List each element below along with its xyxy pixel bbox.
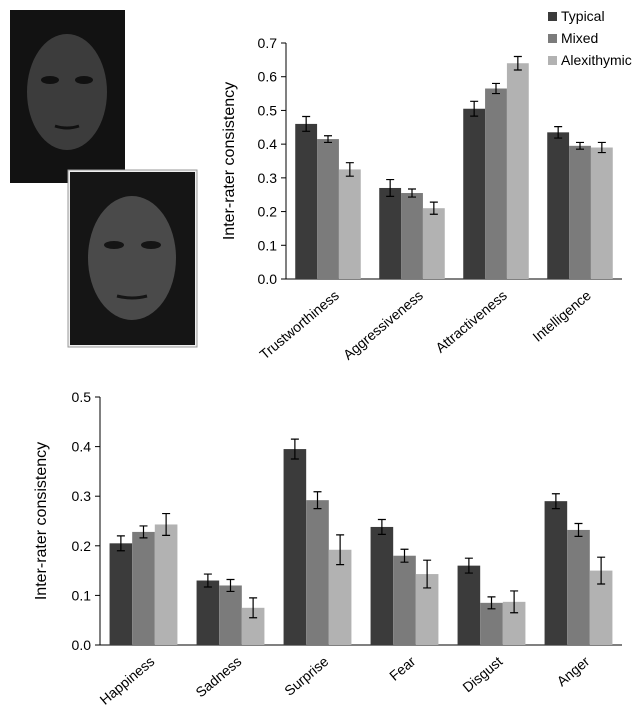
y-tick-label: 0.1 <box>72 587 92 603</box>
error-bar <box>510 590 519 614</box>
error-bar <box>386 178 395 197</box>
error-bar <box>302 115 311 132</box>
error-bar <box>470 100 479 117</box>
bar <box>379 187 402 279</box>
bar <box>547 132 570 279</box>
bar <box>295 123 318 280</box>
x-tick-label: Sadness <box>192 653 244 700</box>
x-tick-label: Anger <box>554 653 593 689</box>
error-bar <box>597 556 606 585</box>
y-axis-label: Inter-rater consistency <box>221 82 238 240</box>
x-tick-label: Intelligence <box>529 287 594 345</box>
error-bar <box>139 525 148 539</box>
legend-label: Mixed <box>561 30 598 46</box>
bar <box>415 574 439 645</box>
error-bar <box>203 573 212 588</box>
y-tick-label: 0.2 <box>258 204 278 220</box>
y-tick-label: 0.7 <box>258 35 278 51</box>
x-tick-label: Fear <box>386 653 419 684</box>
x-tick-label: Attractiveness <box>432 287 510 356</box>
y-tick-label: 0.3 <box>72 488 92 504</box>
bar <box>422 208 445 279</box>
error-bar <box>597 141 606 154</box>
bar <box>283 449 307 645</box>
bar <box>241 607 265 645</box>
y-tick-label: 0.5 <box>258 102 278 118</box>
error-bar <box>429 201 438 215</box>
error-bar <box>574 522 583 537</box>
bar <box>338 169 361 279</box>
error-bar <box>400 548 409 563</box>
error-bar <box>116 535 125 552</box>
bar <box>196 580 220 645</box>
bar <box>544 501 568 645</box>
bar <box>132 531 155 645</box>
bar <box>401 193 423 279</box>
error-bar <box>162 512 171 536</box>
y-tick-label: 0.1 <box>258 237 278 253</box>
x-tick-label: Surprise <box>281 653 331 699</box>
error-bar <box>336 534 345 566</box>
bar <box>590 147 613 279</box>
bar <box>463 108 486 279</box>
y-tick-label: 0.4 <box>72 439 92 455</box>
bar <box>393 555 416 645</box>
error-bar <box>513 55 522 71</box>
bar <box>154 524 178 645</box>
error-bar <box>408 188 416 198</box>
bar <box>306 500 329 645</box>
bar <box>457 565 481 645</box>
bar <box>109 543 133 645</box>
face-photo <box>67 169 198 348</box>
legend-swatch <box>548 34 557 43</box>
bar <box>317 139 339 279</box>
error-bar <box>324 135 332 144</box>
y-tick-label: 0.4 <box>258 136 278 152</box>
error-bar <box>576 141 584 150</box>
error-bar <box>492 82 500 95</box>
bar <box>370 526 394 645</box>
legend-label: Alexithymic <box>561 52 632 68</box>
x-tick-label: Trustworthiness <box>256 287 342 362</box>
y-tick-label: 0.0 <box>72 637 92 653</box>
error-bar <box>345 162 354 177</box>
bar <box>485 88 507 279</box>
face-photo <box>10 10 125 183</box>
y-axis-label: Inter-rater consistency <box>33 442 50 600</box>
x-tick-label: Aggressiveness <box>340 287 426 363</box>
bar <box>589 570 613 645</box>
y-tick-label: 0.3 <box>258 170 278 186</box>
y-tick-label: 0.2 <box>72 538 92 554</box>
x-tick-label: Happiness <box>96 653 157 708</box>
bar <box>567 529 590 645</box>
bar <box>328 549 352 645</box>
error-bar <box>377 518 386 535</box>
bar <box>219 585 242 645</box>
y-tick-label: 0.5 <box>72 389 92 405</box>
bar <box>480 602 503 645</box>
error-bar <box>554 126 563 139</box>
bar <box>569 145 591 279</box>
error-bar <box>313 491 322 510</box>
error-bar <box>290 438 299 460</box>
legend-swatch <box>548 56 557 65</box>
error-bar <box>551 493 560 510</box>
x-tick-label: Disgust <box>459 653 505 695</box>
y-tick-label: 0.6 <box>258 69 278 85</box>
error-bar <box>249 597 258 619</box>
legend-swatch <box>548 12 557 21</box>
legend-label: Typical <box>561 8 605 24</box>
error-bar <box>487 596 496 610</box>
error-bar <box>464 557 473 574</box>
error-bar <box>226 578 235 593</box>
error-bar <box>423 559 432 589</box>
y-tick-label: 0.0 <box>258 271 278 287</box>
bar <box>502 601 526 645</box>
bar <box>506 63 529 279</box>
